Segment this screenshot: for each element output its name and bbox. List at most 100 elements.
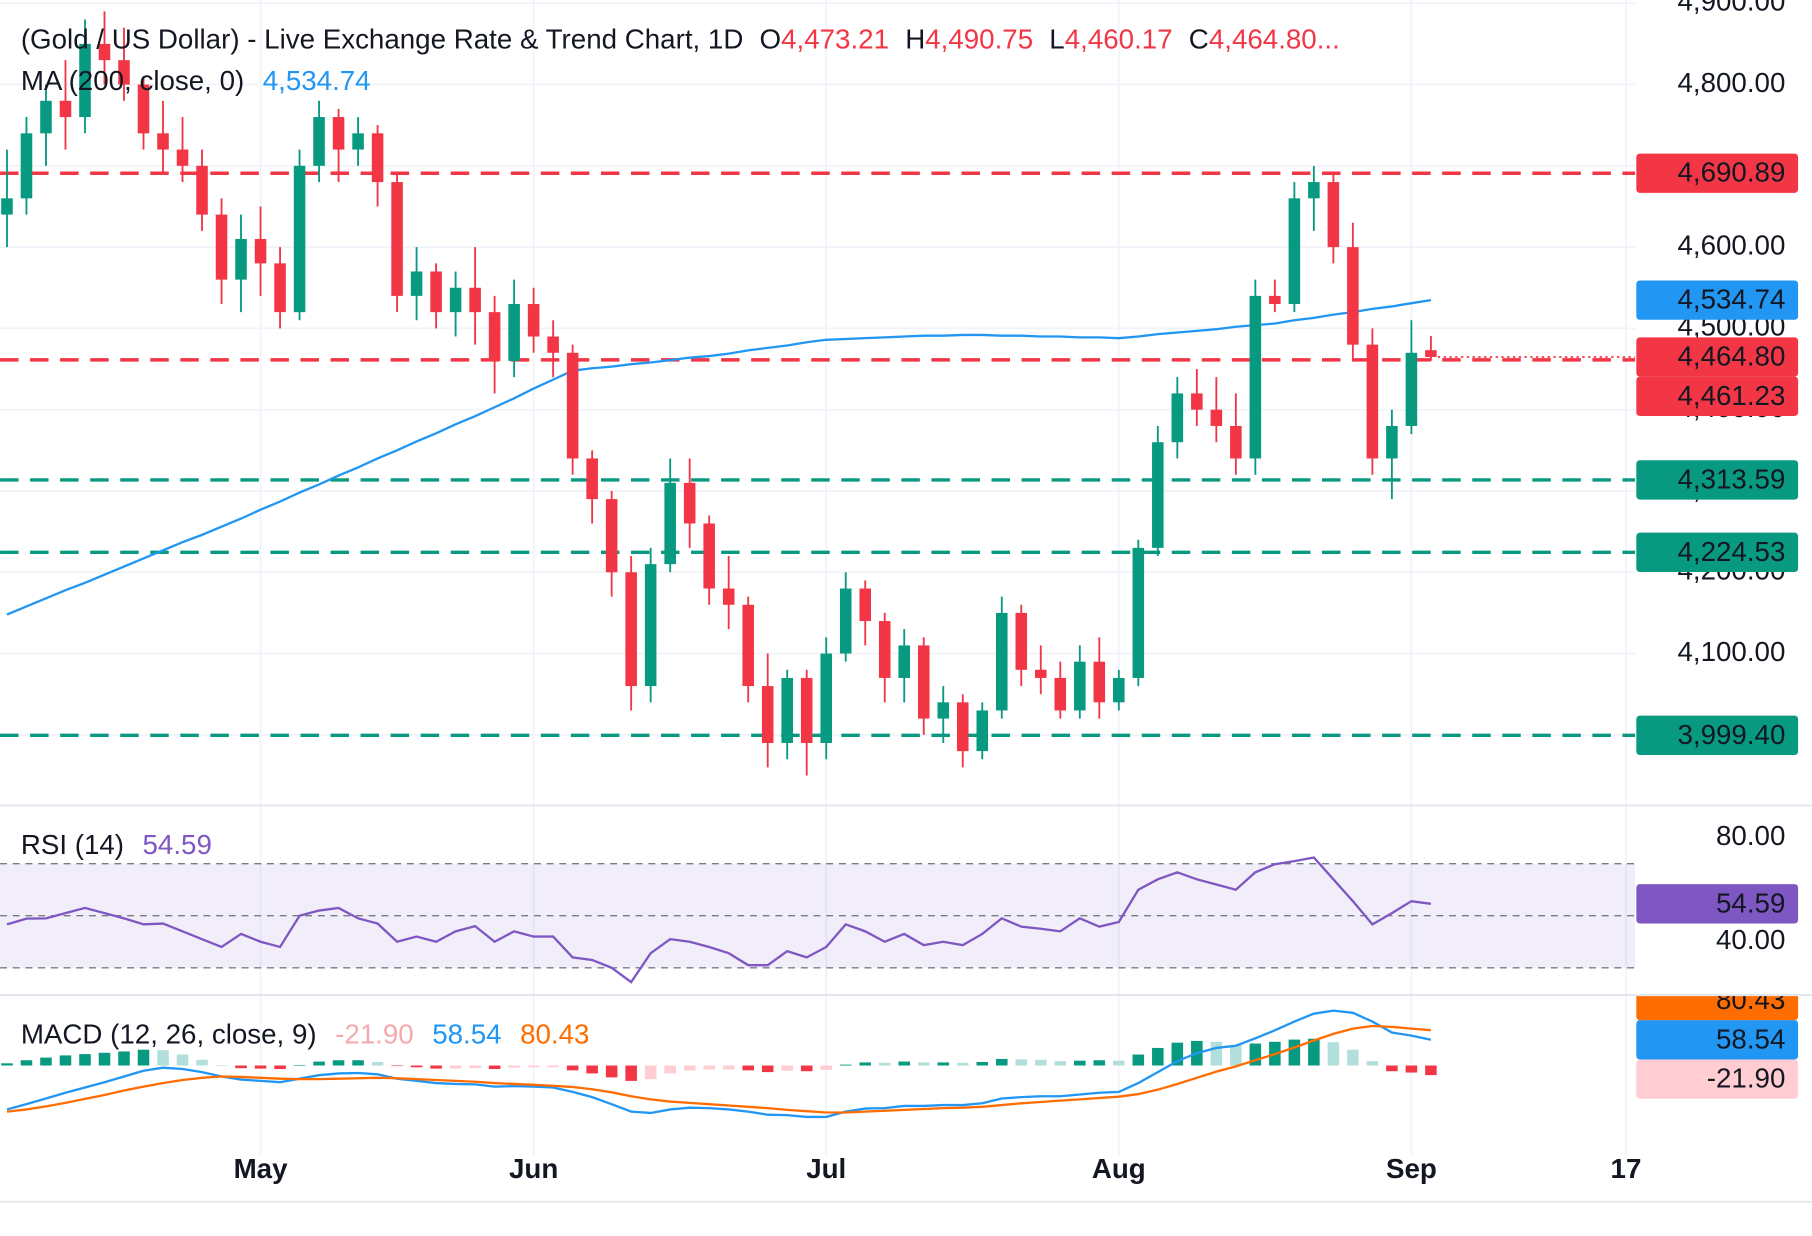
macd-histogram-bar — [1327, 1042, 1340, 1066]
candle-body — [664, 482, 676, 565]
macd-histogram-bar — [488, 1065, 501, 1070]
candle-body — [1327, 182, 1340, 248]
signal-line — [6, 1024, 1431, 1114]
macd-histogram-bar — [1230, 1044, 1242, 1066]
macd-histogram-bar — [1074, 1060, 1086, 1066]
macd-histogram-bar — [1171, 1042, 1184, 1066]
rsi-axis-label: 54.59 — [1716, 887, 1785, 918]
candle-body — [839, 588, 852, 654]
ma-name: MA (200, close, 0) — [21, 66, 244, 97]
macd-histogram-bar — [1249, 1043, 1262, 1066]
candle-body — [898, 645, 911, 678]
macd-histogram-bar — [1347, 1049, 1359, 1066]
candle-body — [1308, 182, 1320, 199]
macd-histogram-bar — [566, 1065, 579, 1071]
macd-histogram-bar — [1425, 1065, 1437, 1076]
signal-axis-label-box — [1636, 996, 1799, 1021]
header-line: (Gold / US Dollar) - Live Exchange Rate … — [21, 24, 1340, 55]
ohlc-name: C — [1189, 24, 1209, 55]
level-label-box — [1636, 715, 1799, 755]
macd-histogram-bar — [157, 1050, 169, 1066]
macd-histogram-bar — [196, 1059, 208, 1066]
candle-body — [956, 702, 969, 752]
ohlc-value: 4,464.80... — [1209, 24, 1340, 55]
macd-histogram-bar — [527, 1065, 540, 1068]
macd-histogram-bar — [625, 1065, 637, 1081]
macd-histogram-bar — [1210, 1041, 1223, 1066]
rsi-value: 54.59 — [143, 829, 212, 860]
last-price-label-box — [1636, 337, 1799, 377]
candle-body — [59, 100, 72, 118]
candle-body — [371, 133, 384, 183]
candle-body — [1288, 198, 1301, 305]
macd-histogram-bar — [547, 1065, 559, 1068]
candle-body — [430, 271, 442, 313]
macd-axis: 58.54 -21.90 80.43 — [1636, 984, 1799, 1099]
candle-body — [118, 60, 130, 85]
candle-body — [79, 43, 91, 118]
macd-histogram-bar — [235, 1065, 247, 1069]
candle-body — [313, 117, 325, 166]
candle-body — [40, 100, 52, 134]
macd-name: MACD (12, 26, close, 9) — [21, 1019, 317, 1050]
macd-line — [6, 1009, 1432, 1119]
macd-histogram-bar — [1366, 1061, 1379, 1066]
candle-body — [157, 133, 169, 150]
candle-body — [274, 263, 286, 313]
candle-body — [1074, 661, 1086, 711]
rsi-name: RSI (14) — [21, 829, 124, 860]
macd-histogram-bar — [1035, 1059, 1047, 1066]
candle-body — [605, 499, 618, 573]
last-price-label: 4,464.80 — [1677, 340, 1785, 371]
level-label: 4,313.59 — [1677, 463, 1785, 494]
macd-histogram-bar — [391, 1065, 403, 1067]
ohlc-name: H — [905, 24, 925, 55]
candle-body — [215, 214, 228, 280]
candle-body — [976, 710, 989, 752]
candle-body — [878, 621, 891, 678]
macd-histogram-bar — [508, 1065, 520, 1068]
macd-histogram-bar — [469, 1065, 481, 1069]
x-tick-label: Jul — [806, 1153, 846, 1184]
macd-histogram-bar — [722, 1065, 735, 1070]
macd-histogram-bar — [859, 1062, 872, 1066]
ohlc-name: O — [760, 24, 782, 55]
macd-histogram-bar — [59, 1055, 72, 1066]
signal-axis-label: 80.43 — [1716, 984, 1785, 1015]
macd-histogram-bar — [313, 1061, 325, 1066]
candle-body — [683, 482, 696, 524]
candle-body — [1093, 661, 1106, 703]
candle-body — [176, 149, 189, 166]
candle-body — [1425, 350, 1437, 358]
macd-signal-value: 80.43 — [520, 1019, 589, 1050]
candle-body — [625, 572, 637, 687]
level-label-box — [1636, 460, 1799, 500]
rsi-legend: RSI (14) 54.59 — [21, 829, 212, 860]
ohlc-value: 4,473.21 — [781, 24, 889, 55]
candle-body — [332, 117, 345, 150]
rsi-axis-label-box — [1636, 884, 1799, 924]
price-panel — [0, 11, 1636, 776]
ma-line — [6, 299, 1432, 616]
macd-legend: MACD (12, 26, close, 9) -21.90 58.54 80.43 — [21, 1019, 590, 1050]
axis-layer: MayJunJulAugSep174,000.004,100.004,200.0… — [234, 0, 1799, 1184]
candle-body — [1386, 425, 1398, 459]
candle-body — [547, 336, 559, 353]
candle-body — [1113, 677, 1125, 703]
candle-body — [722, 588, 735, 605]
y-tick-label: 40.00 — [1716, 924, 1785, 955]
candle-body — [352, 133, 364, 150]
candle-body — [1230, 425, 1242, 459]
macd-histogram-bar — [1152, 1047, 1164, 1066]
histogram-axis-label-box — [1636, 1059, 1799, 1099]
macd-histogram-bar — [937, 1062, 950, 1066]
macd-panel — [1, 1009, 1437, 1119]
macd-histogram-bar — [79, 1054, 91, 1066]
macd-histogram-bar — [1054, 1061, 1067, 1066]
macd-histogram-bar — [1132, 1054, 1145, 1066]
macd-histogram-bar — [430, 1065, 442, 1069]
ohlc-value: 4,490.75 — [925, 24, 1033, 55]
ma-axis-label-box — [1636, 280, 1799, 320]
